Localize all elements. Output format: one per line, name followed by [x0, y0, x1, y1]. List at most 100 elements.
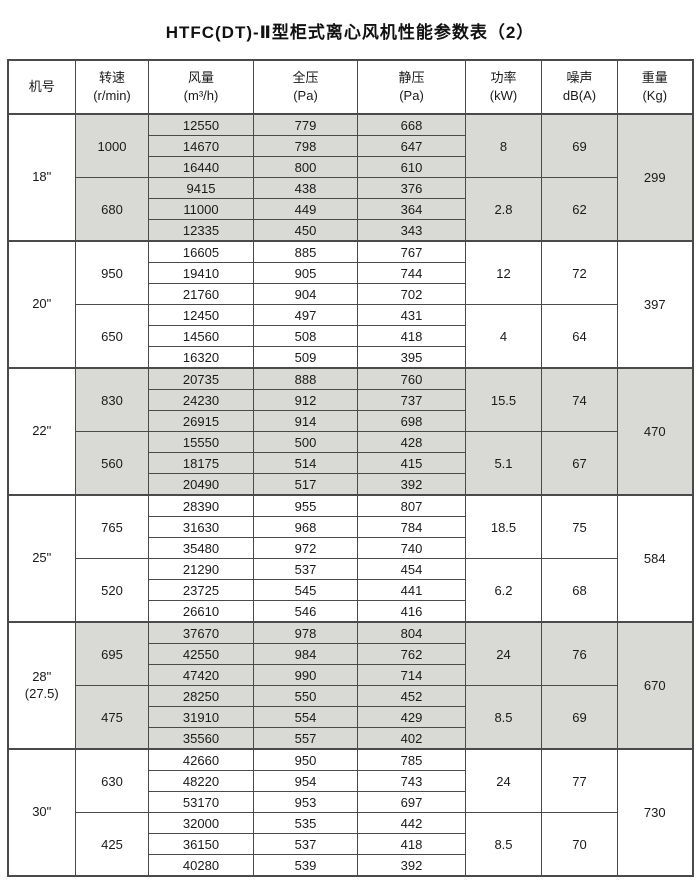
weight-cell: 299 — [617, 113, 693, 242]
total-pressure-cell: 954 — [253, 770, 358, 792]
model-cell: 22" — [7, 367, 76, 496]
total-pressure-cell: 955 — [253, 494, 358, 517]
power-cell: 12 — [465, 240, 542, 305]
column-header: 机号 — [7, 59, 76, 115]
power-cell: 15.5 — [465, 367, 542, 432]
header-row: 机号 转速 (r/min) 风量 (m³/h) 全压 (Pa) 静压 (Pa) 功率 (kW) 噪声 d… — [7, 59, 693, 115]
column-header: 重量 (Kg) — [617, 59, 693, 115]
airflow-cell: 31630 — [148, 516, 254, 538]
airflow-cell: 12335 — [148, 219, 254, 242]
table-row: 23725 545 441 — [8, 579, 693, 601]
column-header-name: 重量 — [641, 70, 668, 86]
table-row: 560 15550 500 428 5.1 67 — [8, 431, 693, 496]
column-header-unit: (Kg) — [642, 88, 668, 103]
static-pressure-cell: 714 — [357, 664, 466, 686]
static-pressure-cell: 431 — [357, 304, 466, 326]
column-header: 全压 (Pa) — [253, 59, 358, 115]
airflow-cell: 42660 — [148, 748, 254, 771]
table-row: 650 12450 497 431 4 64 — [8, 304, 693, 369]
airflow-cell: 28390 — [148, 494, 254, 517]
airflow-cell: 26915 — [148, 410, 254, 432]
model-label: 22" — [32, 423, 52, 439]
total-pressure-cell: 450 — [253, 219, 358, 242]
airflow-cell: 19410 — [148, 262, 254, 284]
column-header: 风量 (m³/h) — [148, 59, 254, 115]
speed-cell: 695 — [75, 621, 149, 686]
total-pressure-cell: 972 — [253, 537, 358, 559]
model-label: 25" — [32, 550, 52, 566]
table-row: 21760 904 702 — [8, 283, 693, 305]
column-header-unit: (Pa) — [399, 88, 424, 103]
noise-cell: 64 — [541, 304, 618, 369]
table-row: 18" 1000 12550 779 668 8 69 299 — [7, 113, 693, 242]
model-cell: 18" — [7, 113, 76, 242]
airflow-cell: 9415 — [148, 177, 254, 199]
total-pressure-cell: 905 — [253, 262, 358, 284]
table-row: 28" (27.5) 695 37670 978 804 24 76 670 — [7, 621, 693, 750]
static-pressure-cell: 395 — [357, 346, 466, 369]
total-pressure-cell: 968 — [253, 516, 358, 538]
static-pressure-cell: 760 — [357, 367, 466, 390]
column-header: 噪声 dB(A) — [541, 59, 618, 115]
column-header-name: 风量 — [187, 70, 214, 86]
static-pressure-cell: 762 — [357, 643, 466, 665]
total-pressure-cell: 539 — [253, 854, 358, 877]
airflow-cell: 35480 — [148, 537, 254, 559]
total-pressure-cell: 550 — [253, 685, 358, 707]
table-row: 40280 539 392 — [8, 854, 693, 877]
static-pressure-cell: 343 — [357, 219, 466, 242]
airflow-cell: 14560 — [148, 325, 254, 347]
airflow-cell: 20490 — [148, 473, 254, 496]
table-row: 14560 508 418 — [8, 325, 693, 347]
power-cell: 2.8 — [465, 177, 542, 242]
noise-cell: 70 — [541, 812, 618, 877]
table-row: 20490 517 392 — [8, 473, 693, 496]
airflow-cell: 26610 — [148, 600, 254, 623]
total-pressure-cell: 800 — [253, 156, 358, 178]
power-cell: 8.5 — [465, 685, 542, 750]
power-cell: 8.5 — [465, 812, 542, 877]
table-row: 31910 554 429 — [8, 706, 693, 728]
table-row: 36150 537 418 — [8, 833, 693, 855]
power-cell: 5.1 — [465, 431, 542, 496]
total-pressure-cell: 517 — [253, 473, 358, 496]
speed-cell: 425 — [75, 812, 149, 877]
static-pressure-cell: 418 — [357, 325, 466, 347]
speed-cell: 560 — [75, 431, 149, 496]
model-cell: 28" (27.5) — [7, 621, 76, 750]
static-pressure-cell: 429 — [357, 706, 466, 728]
airflow-cell: 24230 — [148, 389, 254, 411]
airflow-cell: 37670 — [148, 621, 254, 644]
airflow-cell: 16605 — [148, 240, 254, 263]
power-cell: 6.2 — [465, 558, 542, 623]
page-title: HTFC(DT)-Ⅱ型柜式离心风机性能参数表（2） — [165, 23, 535, 42]
model-label: 20" — [32, 296, 52, 312]
table-row: 30" 630 42660 950 785 24 77 730 — [7, 748, 693, 877]
power-cell: 24 — [465, 748, 542, 813]
static-pressure-cell: 402 — [357, 727, 466, 750]
static-pressure-cell: 807 — [357, 494, 466, 517]
table-row: 22" 830 20735 888 760 15.5 74 470 — [7, 367, 693, 496]
static-pressure-cell: 697 — [357, 791, 466, 813]
airflow-cell: 28250 — [148, 685, 254, 707]
table-row: 520 21290 537 454 6.2 68 — [8, 558, 693, 623]
speed-cell: 1000 — [75, 113, 149, 178]
speed-cell: 475 — [75, 685, 149, 750]
column-header-name: 噪声 — [566, 70, 593, 86]
static-pressure-cell: 744 — [357, 262, 466, 284]
static-pressure-cell: 737 — [357, 389, 466, 411]
total-pressure-cell: 546 — [253, 600, 358, 623]
column-header: 静压 (Pa) — [357, 59, 466, 115]
model-label: 18" — [32, 169, 52, 185]
column-header-name: 全压 — [292, 70, 319, 86]
airflow-cell: 11000 — [148, 198, 254, 220]
total-pressure-cell: 888 — [253, 367, 358, 390]
weight-cell: 397 — [617, 240, 693, 369]
power-cell: 4 — [465, 304, 542, 369]
airflow-cell: 31910 — [148, 706, 254, 728]
total-pressure-cell: 885 — [253, 240, 358, 263]
speed-cell: 650 — [75, 304, 149, 369]
speed-cell: 520 — [75, 558, 149, 623]
weight-cell: 584 — [617, 494, 693, 623]
noise-cell: 67 — [541, 431, 618, 496]
